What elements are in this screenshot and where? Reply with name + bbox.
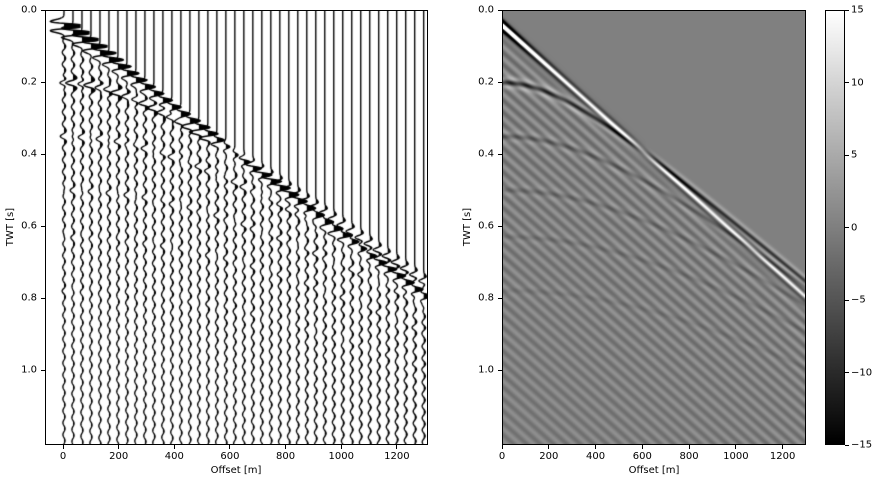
x-tick-label: 600	[220, 451, 240, 462]
x-tick-label: 600	[632, 451, 652, 462]
colorbar-tick-label: 10	[851, 77, 864, 88]
x-tick-mark	[688, 445, 690, 449]
x-tick-mark	[641, 445, 643, 449]
y-tick-label: 0.4	[478, 148, 494, 160]
y-tick-label: 0.6	[478, 220, 494, 232]
y-tick-label: 0.0	[21, 4, 37, 16]
x-tick-mark	[62, 445, 64, 449]
y-tick-mark	[498, 153, 502, 155]
y-tick-mark	[41, 297, 45, 299]
y-tick-mark	[41, 81, 45, 83]
x-tick-label: 0	[59, 451, 67, 462]
x-tick-label: 200	[109, 451, 129, 462]
colorbar	[825, 10, 845, 445]
colorbar-tick-mark	[845, 82, 849, 83]
colorbar-tick-label: 5	[851, 149, 858, 161]
x-tick-label: 0	[498, 451, 506, 462]
wiggle-plot-axes	[45, 10, 428, 445]
y-tick-label: 0.2	[21, 76, 37, 88]
colorbar-tick-mark	[845, 444, 849, 446]
image-plot-axes	[502, 10, 806, 445]
colorbar-tick-label: −15	[851, 439, 873, 451]
y-tick-label: 0.0	[478, 4, 494, 16]
x-tick-mark	[595, 445, 597, 449]
y-tick-mark	[41, 153, 45, 155]
y-tick-label: 1.0	[21, 364, 37, 376]
y-tick-mark	[498, 297, 502, 299]
x-tick-label: 800	[679, 451, 699, 462]
x-tick-label: 1000	[328, 451, 354, 462]
x-tick-mark	[285, 445, 287, 449]
seismic-image-canvas	[503, 11, 805, 444]
right-x-axis-label: Offset [m]	[628, 465, 680, 476]
x-tick-mark	[501, 445, 503, 449]
y-tick-label: 0.4	[21, 148, 37, 160]
x-tick-mark	[735, 445, 737, 449]
colorbar-tick-label: −5	[851, 294, 866, 306]
x-tick-mark	[396, 445, 398, 449]
y-tick-mark	[41, 9, 45, 11]
colorbar-tick-mark	[845, 227, 849, 228]
y-tick-label: 0.2	[478, 76, 494, 88]
x-tick-mark	[782, 445, 784, 449]
colorbar-tick-label: −10	[851, 367, 873, 378]
colorbar-tick-mark	[845, 154, 849, 156]
x-tick-mark	[173, 445, 175, 449]
x-tick-label: 400	[585, 451, 606, 462]
y-tick-mark	[41, 369, 45, 371]
y-tick-label: 0.8	[478, 292, 494, 304]
x-tick-label: 400	[164, 451, 184, 462]
y-tick-mark	[498, 369, 502, 371]
x-tick-label: 1200	[769, 451, 796, 462]
x-tick-label: 1000	[723, 451, 749, 462]
y-tick-mark	[498, 81, 502, 83]
wiggle-seismogram-canvas	[46, 11, 427, 444]
colorbar-tick-mark	[845, 299, 849, 301]
colorbar-tick-mark	[845, 9, 849, 11]
y-tick-mark	[41, 225, 45, 227]
colorbar-tick-mark	[845, 372, 849, 373]
x-tick-label: 800	[276, 451, 296, 462]
x-tick-mark	[229, 445, 231, 449]
x-tick-mark	[340, 445, 342, 449]
y-tick-label: 0.6	[21, 220, 37, 232]
colorbar-gradient-canvas	[826, 11, 844, 444]
colorbar-tick-label: 15	[851, 4, 864, 16]
colorbar-tick-label: 0	[851, 222, 858, 233]
y-tick-label: 1.0	[478, 364, 494, 376]
x-tick-mark	[548, 445, 550, 449]
y-tick-mark	[498, 9, 502, 11]
x-tick-mark	[118, 445, 120, 449]
x-tick-label: 200	[539, 451, 559, 462]
x-tick-label: 1200	[384, 451, 410, 462]
y-tick-label: 0.8	[21, 292, 37, 304]
left-x-axis-label: Offset [m]	[210, 465, 262, 476]
y-tick-mark	[498, 225, 502, 227]
